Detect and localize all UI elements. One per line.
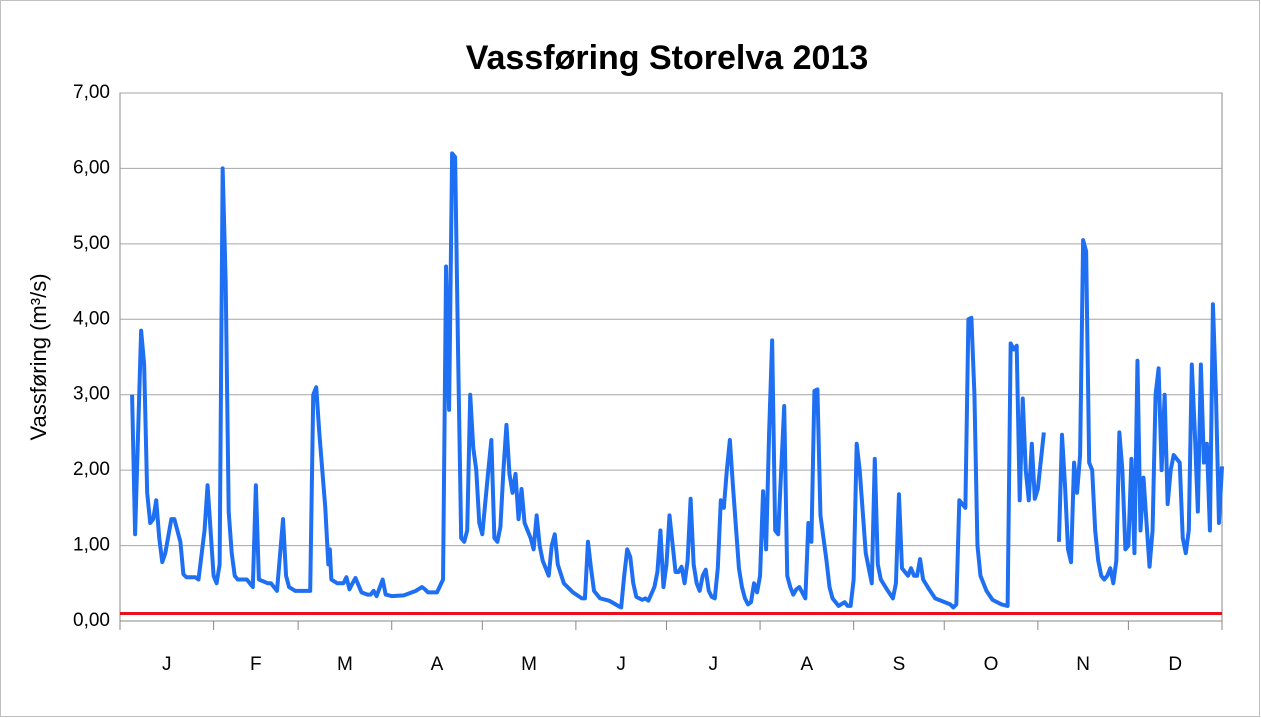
x-tick-label: N <box>1076 654 1090 675</box>
x-tick-label: F <box>250 654 262 675</box>
y-tick-label: 6,00 <box>73 157 110 178</box>
chart-title: Vassføring Storelva 2013 <box>466 39 869 77</box>
x-tick-label: O <box>984 654 999 675</box>
y-tick-label: 1,00 <box>73 535 110 556</box>
x-tick-label: J <box>616 654 626 675</box>
y-tick-label: 5,00 <box>73 233 110 254</box>
x-tick-label: J <box>709 654 719 675</box>
x-tick-label: M <box>337 654 353 675</box>
y-tick-label: 3,00 <box>73 384 110 405</box>
x-tick-label: M <box>521 654 537 675</box>
y-tick-label: 4,00 <box>73 308 110 329</box>
x-tick-label: A <box>801 654 814 675</box>
flow-line <box>130 151 1224 610</box>
y-axis-title: Vassføring (m³/s) <box>26 273 51 440</box>
y-tick-label: 2,00 <box>73 459 110 480</box>
x-tick-label: D <box>1168 654 1182 675</box>
y-tick-label: 7,00 <box>73 82 110 103</box>
x-tick-label: A <box>431 654 444 675</box>
y-tick-label: 0,00 <box>73 610 110 631</box>
x-tick-label: S <box>893 654 906 675</box>
x-tick-label: J <box>162 654 172 675</box>
